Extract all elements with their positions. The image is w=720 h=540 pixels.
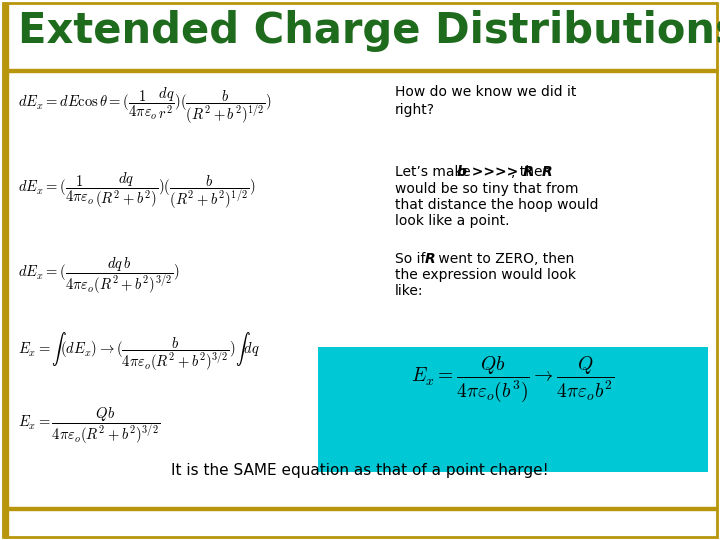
Text: $dE_x = (\dfrac{dq\,b}{4\pi\varepsilon_o(R^2+b^2)^{3/2}})$: $dE_x = (\dfrac{dq\,b}{4\pi\varepsilon_o…: [18, 255, 179, 295]
Text: R: R: [542, 165, 553, 179]
Text: $dE_x = (\dfrac{1}{4\pi\varepsilon_o}\dfrac{dq}{(R^2+b^2)})(\dfrac{b}{(R^2+b^2)^: $dE_x = (\dfrac{1}{4\pi\varepsilon_o}\df…: [18, 170, 256, 211]
Bar: [8, 69, 717, 72]
Text: How do we know we did it
right?: How do we know we did it right?: [395, 85, 577, 117]
Text: $E_x = \dfrac{Qb}{4\pi\varepsilon_o(R^2+b^2)^{3/2}}$: $E_x = \dfrac{Qb}{4\pi\varepsilon_o(R^2+…: [18, 405, 160, 446]
Bar: [318, 347, 708, 472]
Text: , then: , then: [511, 165, 556, 179]
Text: R: R: [425, 252, 436, 266]
Bar: [8, 507, 717, 510]
Text: $dE_x = dE\cos\theta = (\dfrac{1}{4\pi\varepsilon_o}\dfrac{dq}{r^2})(\dfrac{b}{(: $dE_x = dE\cos\theta = (\dfrac{1}{4\pi\v…: [18, 85, 271, 125]
Text: Extended Charge Distributions: Extended Charge Distributions: [18, 10, 720, 52]
Text: $E_x = \dfrac{Qb}{4\pi\varepsilon_o(b^3)}\rightarrow\dfrac{Q}{4\pi\varepsilon_o : $E_x = \dfrac{Qb}{4\pi\varepsilon_o(b^3)…: [411, 355, 615, 404]
Bar: [3, 3, 8, 537]
Text: It is the SAME equation as that of a point charge!: It is the SAME equation as that of a poi…: [171, 463, 549, 478]
Text: like:: like:: [395, 284, 423, 298]
Text: Let’s make: Let’s make: [395, 165, 475, 179]
Text: $E_x = \int(dE_x)\rightarrow(\dfrac{b}{4\pi\varepsilon_o(R^2+b^2)^{3/2}})\int dq: $E_x = \int(dE_x)\rightarrow(\dfrac{b}{4…: [18, 330, 260, 373]
Text: went to ZERO, then: went to ZERO, then: [434, 252, 575, 266]
Text: the expression would look: the expression would look: [395, 268, 576, 282]
Text: look like a point.: look like a point.: [395, 214, 510, 228]
Text: would be so tiny that from: would be so tiny that from: [395, 182, 578, 196]
Text: that distance the hoop would: that distance the hoop would: [395, 198, 598, 212]
Text: b >>>> R: b >>>> R: [457, 165, 534, 179]
Text: So if: So if: [395, 252, 430, 266]
